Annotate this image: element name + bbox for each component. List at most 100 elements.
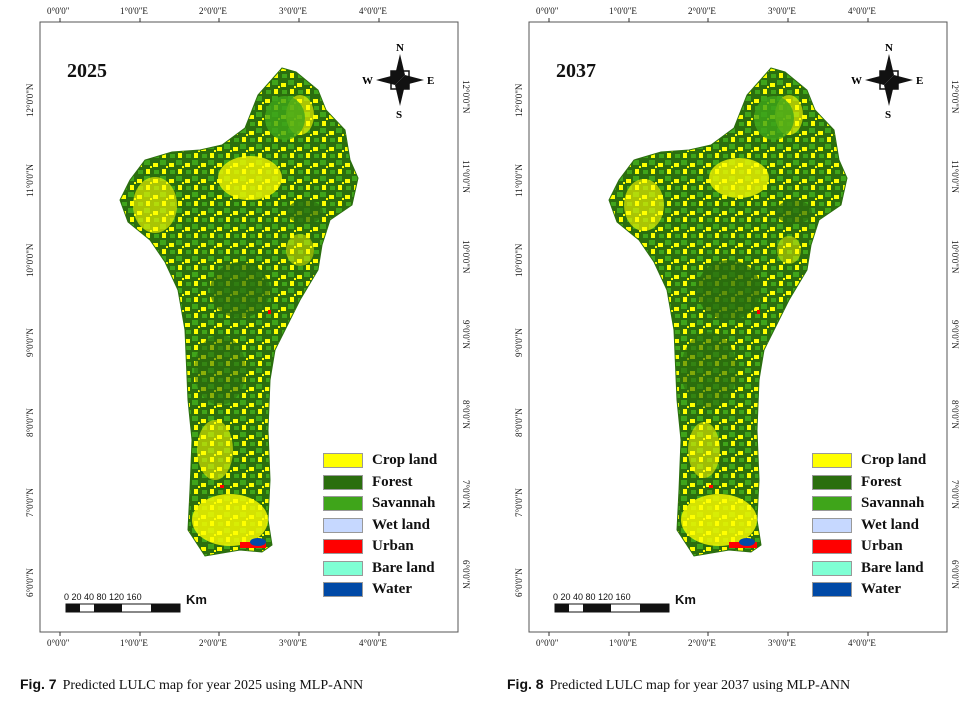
legend-item: Forest — [812, 472, 926, 494]
lat-tick-label: 9°0'0"N — [950, 320, 960, 349]
map-figure-2025: 0°0'0" 1°0'0"E 2°0'0"E 3°0'0"E 4°0'0"E 0… — [20, 6, 471, 694]
lulc-country-map — [608, 67, 848, 557]
lat-tick-label: 8°0'0"N — [461, 400, 471, 429]
longitude-ticks-bottom: 0°0'0" 1°0'0"E 2°0'0"E 3°0'0"E 4°0'0"E — [536, 632, 876, 648]
legend-item: Bare land — [812, 558, 926, 580]
lon-tick-label: 1°0'0"E — [609, 6, 637, 16]
lon-tick-label: 0°0'0" — [47, 6, 70, 16]
lat-tick-label: 8°0'0"N — [25, 408, 35, 437]
lon-tick-label: 1°0'0"E — [120, 638, 148, 648]
svg-text:S: S — [396, 109, 402, 121]
lon-tick-label: 1°0'0"E — [609, 638, 637, 648]
legend-item: Wet land — [812, 515, 926, 537]
scale-bar-ticks: 0 20 40 80 120 160 — [64, 592, 142, 602]
lon-tick-label: 3°0'0"E — [768, 638, 796, 648]
lat-tick-label: 7°0'0"N — [25, 488, 35, 517]
lat-tick-label: 10°0'0"N — [25, 243, 35, 277]
lon-tick-label: 3°0'0"E — [768, 6, 796, 16]
legend-swatch — [812, 496, 852, 512]
lat-tick-label: 6°0'0"N — [25, 568, 35, 597]
legend-swatch — [323, 496, 363, 512]
lon-tick-label: 2°0'0"E — [688, 638, 716, 648]
lat-tick-label: 11°0'0"N — [25, 163, 35, 197]
legend-swatch — [323, 582, 363, 598]
lat-tick-label: 8°0'0"N — [514, 408, 524, 437]
lat-tick-label: 7°0'0"N — [461, 480, 471, 509]
lon-tick-label: 4°0'0"E — [359, 6, 387, 16]
lon-tick-label: 3°0'0"E — [279, 638, 307, 648]
north-arrow-icon: N S E W — [362, 42, 434, 121]
lon-tick-label: 0°0'0" — [47, 638, 70, 648]
svg-text:W: W — [362, 75, 373, 87]
lat-tick-label: 11°0'0"N — [461, 160, 471, 194]
lon-tick-label: 2°0'0"E — [199, 6, 227, 16]
scale-bar-ticks: 0 20 40 80 120 160 — [553, 592, 631, 602]
legend-item: Urban — [323, 536, 437, 558]
lat-tick-label: 12°0'0"N — [514, 83, 524, 117]
lon-tick-label: 4°0'0"E — [848, 6, 876, 16]
svg-text:N: N — [885, 42, 893, 54]
north-arrow-icon: N S E W — [851, 42, 923, 121]
scale-bar-unit: Km — [186, 592, 207, 607]
latitude-ticks-right: 12°0'0"N 11°0'0"N 10°0'0"N 9°0'0"N 8°0'0… — [950, 80, 960, 589]
map-frame: 0°0'0" 1°0'0"E 2°0'0"E 3°0'0"E 4°0'0"E 0… — [25, 6, 471, 648]
legend-item: Savannah — [812, 493, 926, 515]
longitude-ticks-bottom: 0°0'0" 1°0'0"E 2°0'0"E 3°0'0"E 4°0'0"E — [47, 632, 387, 648]
legend-item: Savannah — [323, 493, 437, 515]
lon-tick-label: 1°0'0"E — [120, 6, 148, 16]
svg-text:N: N — [396, 42, 404, 54]
map-figure-2037: 0°0'0" 1°0'0"E 2°0'0"E 3°0'0"E 4°0'0"E 0… — [489, 0, 978, 706]
lat-tick-label: 8°0'0"N — [950, 400, 960, 429]
scale-bar — [554, 603, 670, 613]
legend-item: Crop land — [812, 450, 926, 472]
legend-swatch — [812, 582, 852, 598]
figure-number: Fig. 8 — [507, 676, 544, 692]
figure-caption-text: Predicted LULC map for year 2037 using M… — [549, 678, 851, 693]
longitude-ticks-top: 0°0'0" 1°0'0"E 2°0'0"E 3°0'0"E 4°0'0"E — [536, 6, 876, 22]
figure-number: Fig. 7 — [20, 676, 57, 692]
legend-item: Forest — [323, 472, 437, 494]
legend-swatch — [323, 517, 363, 533]
lat-tick-label: 9°0'0"N — [514, 328, 524, 357]
lat-tick-label: 9°0'0"N — [25, 328, 35, 357]
figure-caption: Fig. 7 Predicted LULC map for year 2025 u… — [20, 676, 363, 694]
legend-swatch — [812, 453, 852, 469]
legend-swatch — [812, 560, 852, 576]
svg-text:W: W — [851, 75, 862, 87]
lat-tick-label: 12°0'0"N — [25, 83, 35, 117]
legend-item: Bare land — [323, 558, 437, 580]
lat-tick-label: 10°0'0"N — [461, 240, 471, 274]
lat-tick-label: 10°0'0"N — [950, 240, 960, 274]
svg-text:E: E — [916, 75, 923, 87]
lat-tick-label: 11°0'0"N — [950, 160, 960, 194]
legend-item: Urban — [812, 536, 926, 558]
legend: Crop land Forest Savannah Wet land Urban… — [323, 450, 437, 601]
latitude-ticks-left: 12°0'0"N 11°0'0"N 10°0'0"N 9°0'0"N 8°0'0… — [25, 83, 35, 597]
lon-tick-label: 0°0'0" — [536, 6, 559, 16]
legend-swatch — [323, 539, 363, 555]
latitude-ticks-right: 12°0'0"N 11°0'0"N 10°0'0"N 9°0'0"N 8°0'0… — [461, 80, 471, 589]
legend-swatch — [812, 474, 852, 490]
legend-item: Water — [812, 579, 926, 601]
lat-tick-label: 12°0'0"N — [950, 80, 960, 114]
legend-swatch — [323, 453, 363, 469]
scale-bar-unit: Km — [675, 592, 696, 607]
map-year-title: 2037 — [556, 60, 596, 82]
map-frame: 0°0'0" 1°0'0"E 2°0'0"E 3°0'0"E 4°0'0"E 0… — [514, 6, 960, 648]
figure-caption-text: Predicted LULC map for year 2025 using M… — [62, 678, 364, 693]
lulc-country-map — [119, 67, 359, 557]
lat-tick-label: 11°0'0"N — [514, 163, 524, 197]
lon-tick-label: 4°0'0"E — [848, 638, 876, 648]
legend-item: Crop land — [323, 450, 437, 472]
lon-tick-label: 3°0'0"E — [279, 6, 307, 16]
legend-swatch — [323, 474, 363, 490]
latitude-ticks-left: 12°0'0"N 11°0'0"N 10°0'0"N 9°0'0"N 8°0'0… — [514, 83, 524, 597]
map-year-title: 2025 — [67, 60, 107, 82]
lon-tick-label: 4°0'0"E — [359, 638, 387, 648]
lat-tick-label: 6°0'0"N — [461, 560, 471, 589]
lat-tick-label: 6°0'0"N — [950, 560, 960, 589]
svg-text:E: E — [427, 75, 434, 87]
lat-tick-label: 6°0'0"N — [514, 568, 524, 597]
lat-tick-label: 7°0'0"N — [950, 480, 960, 509]
legend: Crop land Forest Savannah Wet land Urban… — [812, 450, 926, 601]
